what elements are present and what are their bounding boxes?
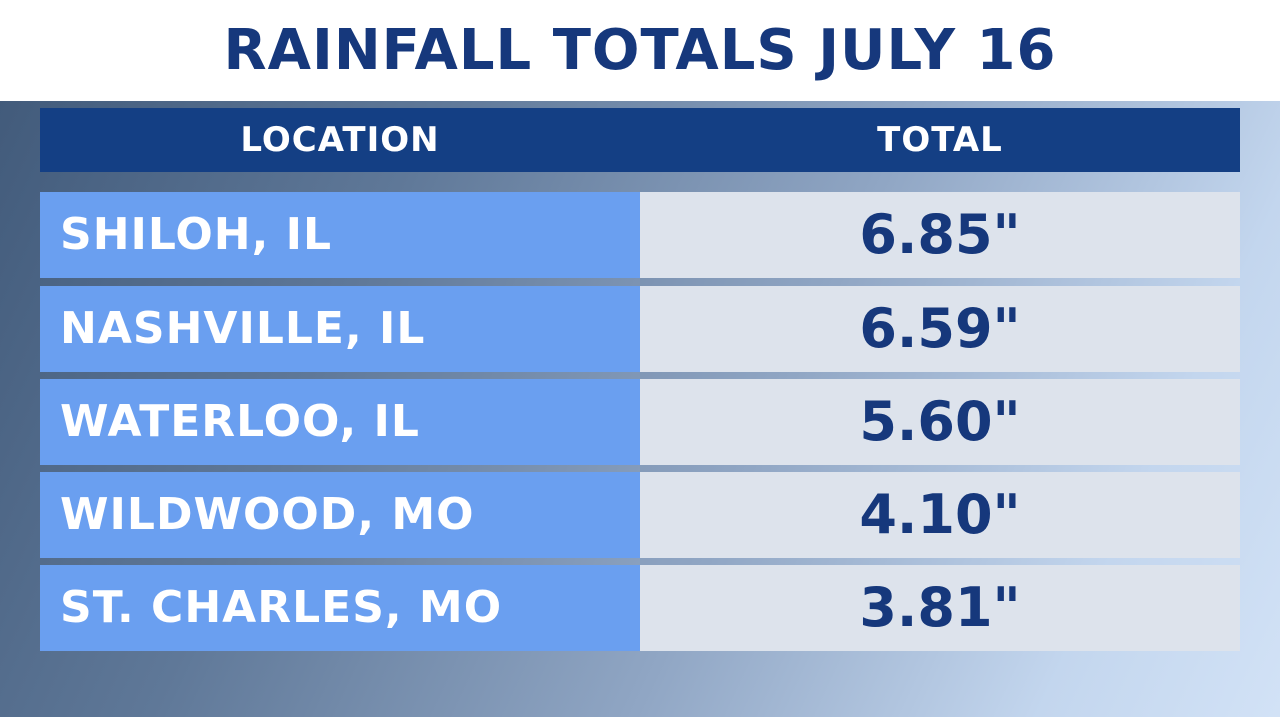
location-cell: ST. CHARLES, MO (40, 565, 640, 651)
column-header-location: LOCATION (240, 120, 440, 160)
title-bar: RAINFALL TOTALS JULY 16 (0, 0, 1280, 101)
location-cell: WILDWOOD, MO (40, 472, 640, 558)
column-header-total: TOTAL (877, 120, 1003, 160)
table-row: WATERLOO, IL 5.60" (40, 379, 1240, 465)
table-header: LOCATION TOTAL (40, 108, 1240, 172)
total-cell: 4.10" (640, 472, 1240, 558)
location-cell: NASHVILLE, IL (40, 286, 640, 372)
total-cell: 6.85" (640, 192, 1240, 278)
total-cell: 5.60" (640, 379, 1240, 465)
table-row: ST. CHARLES, MO 3.81" (40, 565, 1240, 651)
total-cell: 6.59" (640, 286, 1240, 372)
table-row: SHILOH, IL 6.85" (40, 192, 1240, 278)
table-row: WILDWOOD, MO 4.10" (40, 472, 1240, 558)
table-row: NASHVILLE, IL 6.59" (40, 286, 1240, 372)
location-cell: WATERLOO, IL (40, 379, 640, 465)
location-cell: SHILOH, IL (40, 192, 640, 278)
chart-title: RAINFALL TOTALS JULY 16 (223, 18, 1057, 83)
total-cell: 3.81" (640, 565, 1240, 651)
